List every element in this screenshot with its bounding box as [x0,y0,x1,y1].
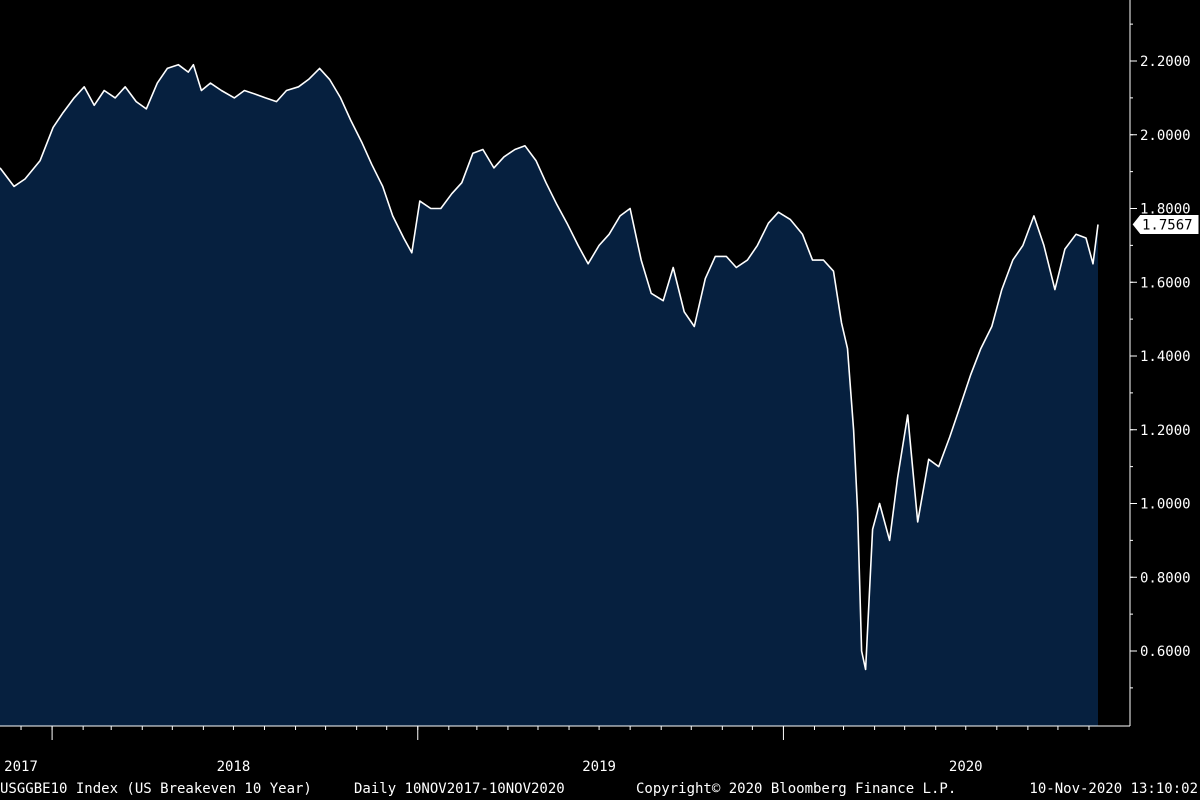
date-range-label: Daily 10NOV2017-10NOV2020 [354,781,565,797]
y-tick-label: 2.2000 [1140,54,1191,70]
y-tick-label: 0.8000 [1140,570,1191,586]
ytick-layer: 0.6000 0.8000 1.0000 1.2000 1.4000 1.6000 1.80… [1130,23,1191,689]
series-line [0,63,1099,671]
last-value-marker [1131,213,1200,235]
copyright-label: Copyright© 2020 Bloomberg Finance L.P. [636,781,957,797]
breakeven-chart: 0.6000 0.8000 1.0000 1.2000 1.4000 1.6000 1.80… [0,0,1200,775]
x-tick-label: 2020 [949,759,983,775]
y-tick-label: 1.8000 [1140,202,1191,218]
y-tick-label: 2.0000 [1140,128,1191,144]
index-label: USGGBE10 Index (US Breakeven 10 Year) [0,781,312,797]
xlabel-layer: 2017 2018 2019 2020 [4,759,982,775]
last-value-layer: 1.7567 [1131,213,1200,235]
y-tick-label: 1.4000 [1140,349,1191,365]
x-tick-label: 2019 [582,759,616,775]
last-value-label: 1.7567 [1142,217,1193,233]
y-tick-label: 0.6000 [1140,644,1191,660]
series-area [0,64,1098,726]
x-tick-label: 2017 [4,759,38,775]
y-tick-label: 1.0000 [1140,497,1191,513]
axes-layer [0,0,1131,740]
timestamp-label: 10-Nov-2020 13:10:02 [1029,781,1198,797]
area-layer [0,63,1099,726]
y-tick-label: 1.6000 [1140,275,1191,291]
x-tick-label: 2018 [217,759,251,775]
y-tick-label: 1.2000 [1140,423,1191,439]
